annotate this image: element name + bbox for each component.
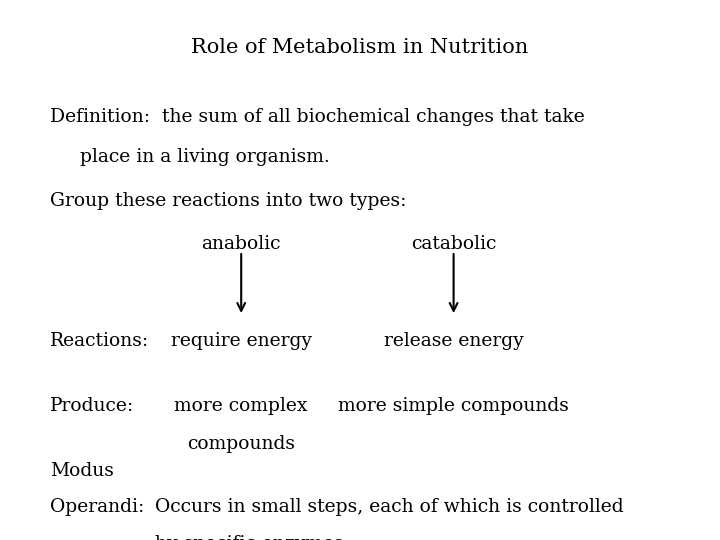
Text: release energy: release energy — [384, 332, 523, 350]
Text: Role of Metabolism in Nutrition: Role of Metabolism in Nutrition — [192, 38, 528, 57]
Text: require energy: require energy — [171, 332, 312, 350]
Text: Operandi:: Operandi: — [50, 498, 145, 516]
Text: Modus: Modus — [50, 462, 114, 480]
Text: Reactions:: Reactions: — [50, 332, 150, 350]
Text: Produce:: Produce: — [50, 397, 135, 415]
Text: Definition:  the sum of all biochemical changes that take: Definition: the sum of all biochemical c… — [50, 108, 585, 126]
Text: place in a living organism.: place in a living organism. — [81, 148, 330, 166]
Text: by specific enzymes.: by specific enzymes. — [155, 535, 349, 540]
Text: Group these reactions into two types:: Group these reactions into two types: — [50, 192, 407, 210]
Text: compounds: compounds — [187, 435, 295, 453]
Text: more simple compounds: more simple compounds — [338, 397, 569, 415]
Text: anabolic: anabolic — [202, 235, 281, 253]
Text: more complex: more complex — [174, 397, 308, 415]
Text: catabolic: catabolic — [411, 235, 496, 253]
Text: Occurs in small steps, each of which is controlled: Occurs in small steps, each of which is … — [155, 498, 624, 516]
